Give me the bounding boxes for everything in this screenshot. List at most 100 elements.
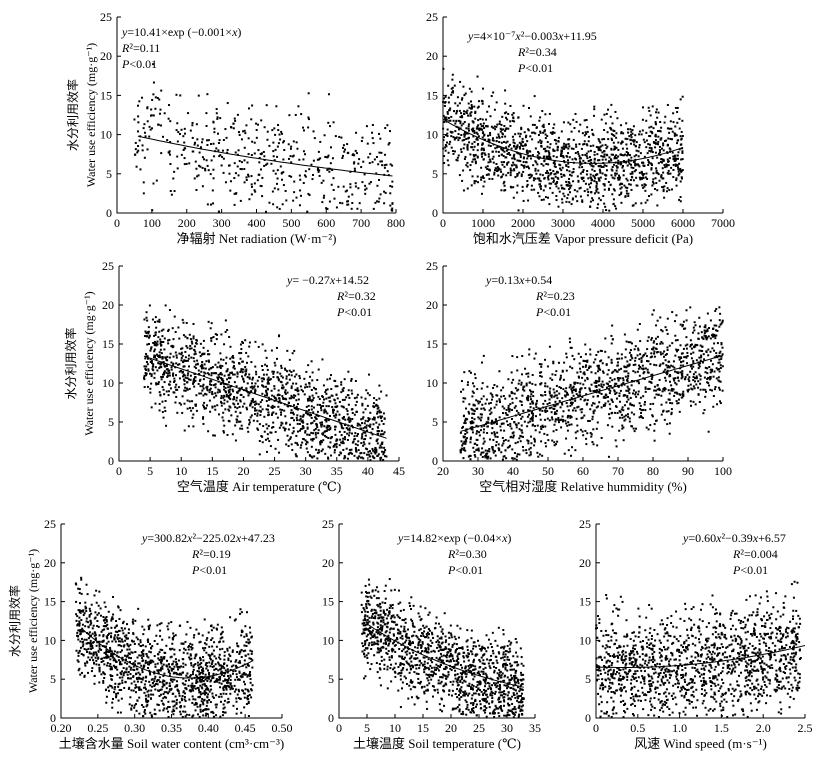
data-point xyxy=(544,137,547,140)
data-point xyxy=(363,422,366,425)
data-point xyxy=(650,167,653,170)
data-point xyxy=(146,385,149,388)
data-point xyxy=(160,152,163,155)
fit-curve xyxy=(143,355,387,439)
data-point xyxy=(326,388,329,391)
data-point xyxy=(291,396,294,399)
data-point xyxy=(210,380,213,383)
data-point xyxy=(524,136,527,139)
data-point xyxy=(672,158,675,161)
data-point xyxy=(706,329,709,332)
data-point xyxy=(685,336,688,339)
data-point xyxy=(134,141,137,144)
data-point xyxy=(226,368,229,371)
data-point xyxy=(614,405,617,408)
data-point xyxy=(373,418,376,421)
data-point xyxy=(586,126,589,129)
data-point xyxy=(654,122,657,125)
data-point xyxy=(588,365,591,368)
data-point xyxy=(503,189,506,192)
data-point xyxy=(271,370,274,373)
data-point xyxy=(599,145,602,148)
data-point xyxy=(235,396,238,399)
data-point xyxy=(226,148,229,151)
data-point xyxy=(304,431,307,434)
data-point xyxy=(624,186,627,189)
data-point xyxy=(522,104,525,107)
data-point xyxy=(501,458,504,461)
data-point xyxy=(347,418,350,421)
data-point xyxy=(615,382,618,385)
data-point xyxy=(475,438,478,441)
data-point xyxy=(445,116,448,119)
data-point xyxy=(657,140,660,143)
data-point xyxy=(296,442,299,445)
data-point xyxy=(199,378,202,381)
data-point xyxy=(287,445,290,448)
data-point xyxy=(375,156,378,159)
data-point xyxy=(364,408,367,411)
data-point xyxy=(674,125,677,128)
data-point xyxy=(567,138,570,141)
data-point xyxy=(458,137,461,140)
data-point xyxy=(621,427,624,430)
data-point xyxy=(668,344,671,347)
data-point xyxy=(190,356,193,359)
data-point xyxy=(647,163,650,166)
data-point xyxy=(357,449,360,452)
data-point xyxy=(224,408,227,411)
data-point xyxy=(492,139,495,142)
x-axis-label: 净辐射 Net radiation (W·m⁻²) xyxy=(177,231,337,246)
data-point xyxy=(307,126,310,129)
data-point xyxy=(607,400,610,403)
data-point xyxy=(460,440,463,443)
data-point xyxy=(501,133,504,136)
data-point xyxy=(717,355,720,358)
data-point xyxy=(639,353,642,356)
data-point xyxy=(373,448,376,451)
data-point xyxy=(630,130,633,133)
data-point xyxy=(304,153,307,156)
data-point xyxy=(378,178,381,181)
data-point xyxy=(476,149,479,152)
data-point xyxy=(598,401,601,404)
data-point xyxy=(653,350,656,353)
data-point xyxy=(602,371,605,374)
data-point xyxy=(519,160,522,163)
data-point xyxy=(477,119,480,122)
data-point xyxy=(262,377,265,380)
data-point xyxy=(679,196,682,199)
data-point xyxy=(690,347,693,350)
data-point xyxy=(313,137,316,140)
data-point xyxy=(607,108,610,111)
data-point xyxy=(655,347,658,350)
data-point xyxy=(710,359,713,362)
data-point xyxy=(369,423,372,426)
data-point xyxy=(579,408,582,411)
data-point xyxy=(258,161,261,164)
data-point xyxy=(525,185,528,188)
data-point xyxy=(565,164,568,167)
data-point xyxy=(509,422,512,425)
data-point xyxy=(528,150,531,153)
data-point xyxy=(595,427,598,430)
data-point xyxy=(490,95,493,98)
data-point xyxy=(261,408,264,411)
data-point xyxy=(464,422,467,425)
data-point xyxy=(256,427,259,430)
data-point xyxy=(334,433,337,436)
data-point xyxy=(509,403,512,406)
data-point xyxy=(479,123,482,126)
data-point xyxy=(348,452,351,455)
y-tick-label: 5 xyxy=(432,167,438,181)
data-point xyxy=(285,375,288,378)
data-point xyxy=(561,420,564,423)
data-point xyxy=(556,181,559,184)
data-point xyxy=(182,378,185,381)
data-point xyxy=(154,321,157,324)
data-point xyxy=(664,359,667,362)
data-point xyxy=(625,122,628,125)
data-point xyxy=(389,163,392,166)
data-point xyxy=(460,447,463,450)
data-point xyxy=(619,187,622,190)
